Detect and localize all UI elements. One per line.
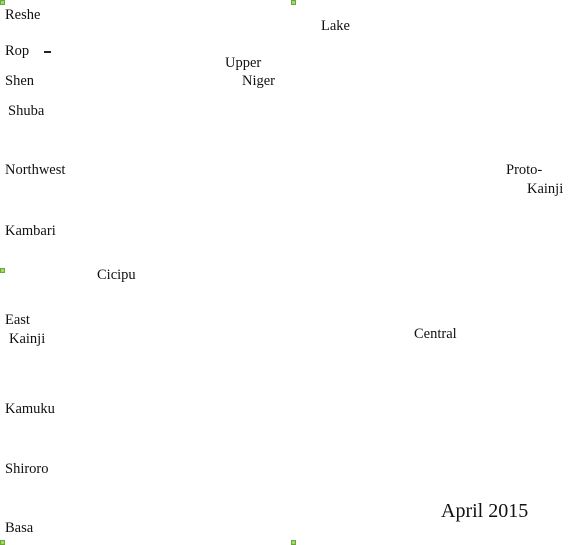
label-upper-niger-line-2: Niger — [242, 73, 276, 89]
label-proto-kainji-line-2: Kainji — [527, 181, 564, 197]
label-upper-niger-line-1: Upper — [225, 55, 262, 71]
selection-handle-top-center[interactable] — [291, 0, 296, 5]
label-reshe: Reshe — [5, 7, 41, 23]
label-basa: Basa — [5, 520, 34, 536]
label-upper-niger: Upper Niger — [225, 55, 275, 89]
label-proto-kainji-line-1: Proto- — [506, 162, 543, 178]
selection-handle-top-left[interactable] — [0, 0, 5, 5]
label-lake: Lake — [321, 18, 350, 34]
label-central: Central — [414, 326, 457, 342]
selection-handle-bottom-left[interactable] — [0, 540, 5, 545]
label-east-kainji: East Kainji — [5, 312, 45, 347]
rop-dash-mark — [44, 51, 51, 53]
label-shen: Shen — [5, 73, 34, 89]
label-northwest: Northwest — [5, 162, 66, 178]
label-rop: Rop — [5, 43, 30, 59]
selection-handle-middle-left[interactable] — [0, 268, 5, 273]
label-east-kainji-line-2: Kainji — [9, 331, 46, 347]
label-kambari: Kambari — [5, 223, 56, 239]
date-text: April 2015 — [441, 500, 529, 522]
label-proto-kainji: Proto- Kainji — [506, 162, 563, 197]
label-shuba: Shuba — [8, 103, 45, 119]
label-shiroro: Shiroro — [5, 461, 49, 477]
selection-handle-bottom-center[interactable] — [291, 540, 296, 545]
label-kamuku: Kamuku — [5, 401, 55, 417]
label-east-kainji-line-1: East — [5, 312, 30, 328]
label-cicipu: Cicipu — [97, 267, 136, 283]
